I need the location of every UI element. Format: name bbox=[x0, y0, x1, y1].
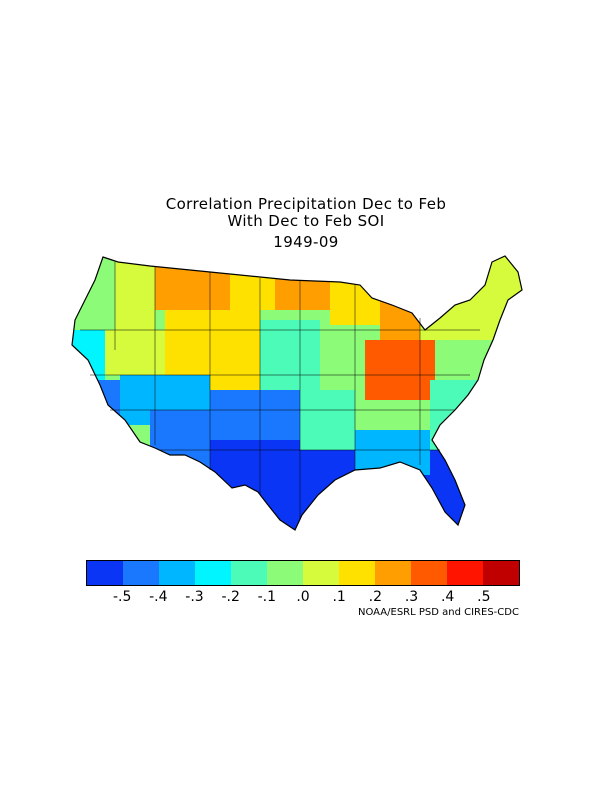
region-gulf-coast bbox=[300, 450, 355, 530]
legend-swatch bbox=[231, 561, 267, 585]
division-boundaries bbox=[80, 262, 480, 520]
legend-swatch bbox=[411, 561, 447, 585]
region-great-lakes bbox=[380, 256, 420, 340]
region-central-plains bbox=[260, 320, 320, 390]
legend-tick-label: .4 bbox=[440, 589, 455, 605]
legend-swatch bbox=[447, 561, 483, 585]
region-new-mexico bbox=[150, 410, 210, 470]
map-title: Correlation Precipitation Dec to Feb bbox=[165, 195, 447, 213]
legend-swatch bbox=[339, 561, 375, 585]
map-subtitle: With Dec to Feb SOI bbox=[227, 212, 385, 230]
region-carolinas bbox=[430, 380, 522, 450]
credit-label: NOAA/ESRL PSD and CIRES-CDC bbox=[358, 607, 519, 618]
legend-tick-label: .2 bbox=[368, 589, 383, 605]
region-lower-mississippi bbox=[300, 390, 355, 450]
legend-tick-label: -.5 bbox=[112, 589, 132, 605]
legend-tick-label: .5 bbox=[477, 589, 491, 605]
region-southern-california bbox=[72, 380, 120, 460]
region-northern-rockies bbox=[155, 256, 230, 310]
legend-colorbar bbox=[86, 560, 520, 586]
legend-tick-label: -.3 bbox=[185, 589, 204, 605]
legend-swatch bbox=[375, 561, 411, 585]
legend-swatch bbox=[195, 561, 231, 585]
region-georgia bbox=[390, 445, 430, 475]
legend-swatch bbox=[303, 561, 339, 585]
us-outline bbox=[71, 255, 523, 531]
legend-tick-label: -.2 bbox=[221, 589, 240, 605]
region-montana-east bbox=[230, 256, 275, 310]
legend-swatch bbox=[123, 561, 159, 585]
region-midwest bbox=[320, 325, 365, 385]
period-label: 1949-09 bbox=[273, 233, 339, 251]
region-mid-atlantic bbox=[435, 340, 522, 385]
region-great-basin bbox=[105, 330, 165, 375]
legend-tick-label: -.1 bbox=[257, 589, 277, 605]
legend-tick-label: .1 bbox=[332, 589, 346, 605]
legend-swatch bbox=[267, 561, 303, 585]
legend-swatch bbox=[87, 561, 123, 585]
legend-swatch bbox=[159, 561, 195, 585]
legend-tick-label: -.4 bbox=[149, 589, 168, 605]
region-florida bbox=[420, 450, 522, 530]
legend-swatch bbox=[483, 561, 519, 585]
legend-tick-label: .0 bbox=[296, 589, 310, 605]
legend-tick-label: .3 bbox=[404, 589, 419, 605]
